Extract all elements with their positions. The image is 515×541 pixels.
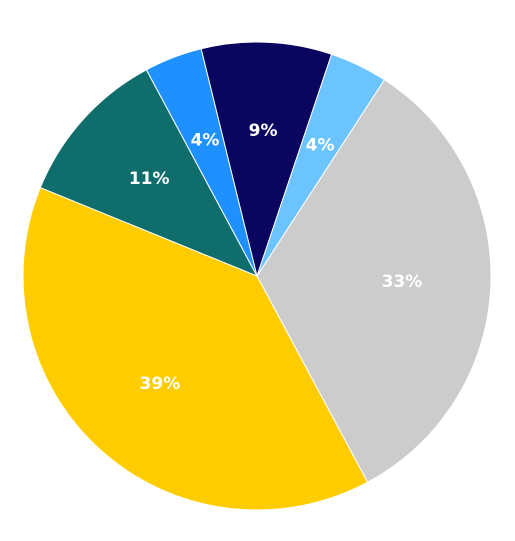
pie-slice-2 (22, 186, 369, 511)
slices-layer (22, 41, 492, 511)
slice-label-2: 39% (140, 374, 181, 394)
slice-label-3: 11% (129, 169, 170, 189)
labels-layer: 33% 39% 11% 4% 9% 4% (129, 121, 423, 394)
slice-label-1: 33% (382, 272, 423, 292)
slice-label-4: 4% (191, 131, 220, 151)
pie-slice-1 (256, 79, 492, 483)
pie-slice-3 (39, 69, 259, 277)
slice-label-5: 9% (249, 121, 278, 141)
pie-slice-5 (200, 41, 333, 278)
pie-slice-6 (256, 53, 386, 277)
slice-label-6: 4% (306, 135, 335, 155)
